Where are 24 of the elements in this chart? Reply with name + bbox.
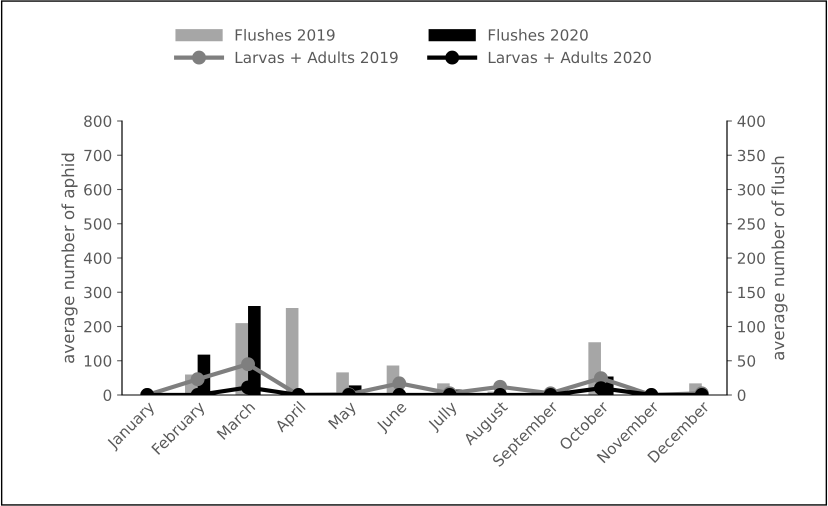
y-tick-label: 100: [84, 355, 112, 367]
legend-label: Larvas + Adults 2019: [236, 51, 398, 64]
y2-tick-label: 150: [738, 286, 765, 298]
y-tick-label: 700: [84, 150, 112, 162]
y2-tick-label: 200: [738, 252, 765, 264]
y-tick-label: 400: [84, 252, 112, 264]
y2-tick-label: 250: [738, 218, 765, 230]
y-tick-label: 200: [84, 320, 112, 333]
y2-tick-label: 100: [738, 320, 765, 333]
y2-tick-label: 50: [738, 355, 756, 367]
y2-tick-label: 300: [738, 184, 765, 196]
y-tick-label: 600: [84, 184, 112, 196]
y-tick-label: 500: [84, 218, 112, 230]
legend-label: Flushes 2020: [488, 28, 588, 41]
y-axis-title: average number of aphid: [61, 154, 78, 363]
y2-tick-label: 350: [738, 150, 765, 162]
y2-tick-label: 400: [737, 115, 765, 128]
y-tick-label: 0: [104, 389, 112, 402]
y-tick-label: 300: [84, 286, 112, 298]
y2-tick-label: 0: [738, 389, 746, 402]
legend-label: Larvas + Adults 2020: [488, 51, 651, 64]
y-tick-label: 800: [84, 115, 112, 128]
y2-axis-title: average number of flush: [771, 156, 788, 360]
legend-label: Flushes 2019: [236, 28, 335, 41]
